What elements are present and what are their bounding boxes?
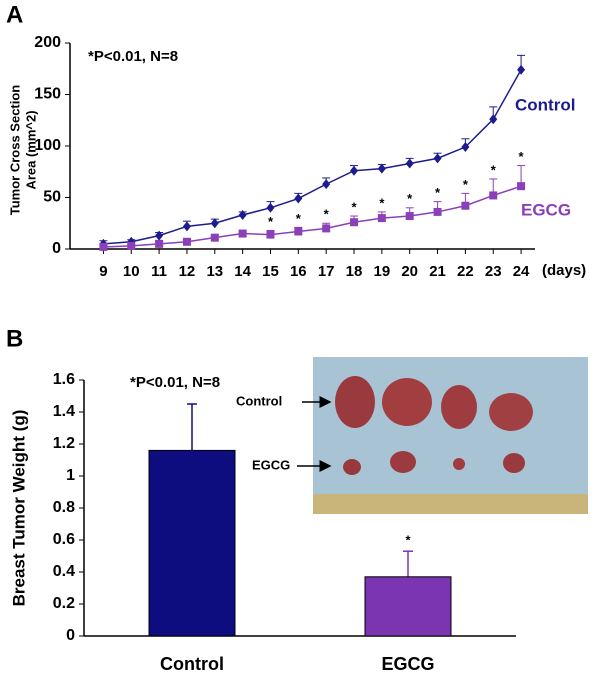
x-tick-label: 13 [206, 263, 223, 280]
bar [364, 576, 452, 637]
marker [322, 179, 331, 190]
inset-label: EGCG [252, 457, 290, 472]
y-tick-label: 150 [34, 86, 61, 103]
marker [238, 229, 247, 238]
series-label: EGCG [521, 200, 571, 219]
panel-label: A [6, 1, 23, 28]
marker [517, 182, 526, 191]
x-tick-label: 14 [234, 263, 251, 280]
series-line [103, 185, 522, 248]
marker [294, 227, 303, 236]
y-axis-label: Tumor Cross Section [7, 85, 22, 216]
y-axis-label: Area (mm^2) [23, 110, 38, 189]
significance: * [296, 211, 302, 226]
significance: * [463, 177, 469, 192]
x-tick-label: 21 [429, 263, 446, 280]
series-label: Control [515, 95, 575, 114]
marker [433, 207, 442, 216]
significance: * [324, 207, 330, 222]
annotation: *P<0.01, N=8 [88, 48, 178, 65]
x-tick-label: 20 [401, 263, 418, 280]
y-tick-label: 100 [34, 137, 61, 154]
panel-label: B [6, 325, 23, 352]
marker [377, 163, 386, 174]
marker [405, 158, 414, 169]
marker [350, 165, 359, 176]
y-tick-label: 0 [66, 627, 75, 644]
marker [350, 218, 359, 227]
x-tick-label: EGCG [381, 654, 434, 674]
marker [210, 218, 219, 229]
x-tick-label: 11 [151, 263, 167, 280]
y-tick-label: 200 [34, 34, 61, 51]
x-tick-label: 16 [290, 263, 307, 280]
y-tick-label: 50 [43, 189, 61, 206]
marker [182, 221, 191, 232]
x-tick-label: Control [160, 654, 224, 674]
marker [489, 191, 498, 200]
marker [238, 210, 247, 221]
x-tick-label: 22 [457, 263, 474, 280]
marker [377, 214, 386, 223]
annotation: *P<0.01, N=8 [130, 374, 220, 391]
x-tick-label: 17 [318, 263, 335, 280]
y-tick-label: 0 [52, 240, 61, 257]
significance: * [268, 214, 274, 229]
marker [489, 114, 498, 125]
x-axis-label: (days) [542, 262, 586, 279]
significance: * [435, 185, 441, 200]
y-tick-label: 1.4 [53, 403, 75, 420]
significance: * [379, 195, 385, 210]
marker [405, 212, 414, 221]
marker [266, 230, 275, 239]
marker [517, 64, 526, 75]
marker [210, 233, 219, 242]
significance: * [407, 191, 413, 206]
y-tick-label: 1 [66, 467, 75, 484]
y-tick-label: 0.6 [53, 531, 75, 548]
marker [155, 230, 164, 241]
series-line [103, 69, 522, 245]
marker [99, 242, 108, 251]
significance: * [405, 533, 411, 548]
significance: * [519, 149, 525, 164]
x-tick-label: 10 [123, 263, 140, 280]
y-tick-label: 1.2 [53, 435, 75, 452]
marker [155, 239, 164, 248]
bar [148, 449, 236, 637]
y-tick-label: 0.8 [53, 499, 75, 516]
marker [127, 241, 136, 250]
x-tick-label: 15 [262, 263, 279, 280]
marker [433, 153, 442, 164]
y-tick-label: 0.2 [53, 595, 75, 612]
x-tick-label: 12 [179, 263, 196, 280]
marker [266, 202, 275, 213]
marker [182, 237, 191, 246]
significance: * [351, 199, 357, 214]
y-tick-label: 1.6 [53, 371, 75, 388]
x-tick-label: 18 [346, 263, 363, 280]
y-tick-label: 0.4 [53, 563, 75, 580]
marker [294, 193, 303, 204]
x-tick-label: 23 [485, 263, 502, 280]
x-tick-label: 24 [513, 263, 530, 280]
marker [461, 142, 470, 153]
significance: * [491, 162, 497, 177]
marker [461, 201, 470, 210]
x-tick-label: 19 [374, 263, 391, 280]
x-tick-label: 9 [99, 263, 107, 280]
photo-inset [313, 357, 588, 514]
y-axis-label: Breast Tumor Weight (g) [9, 410, 28, 607]
inset-label: Control [236, 393, 282, 408]
marker [322, 224, 331, 233]
